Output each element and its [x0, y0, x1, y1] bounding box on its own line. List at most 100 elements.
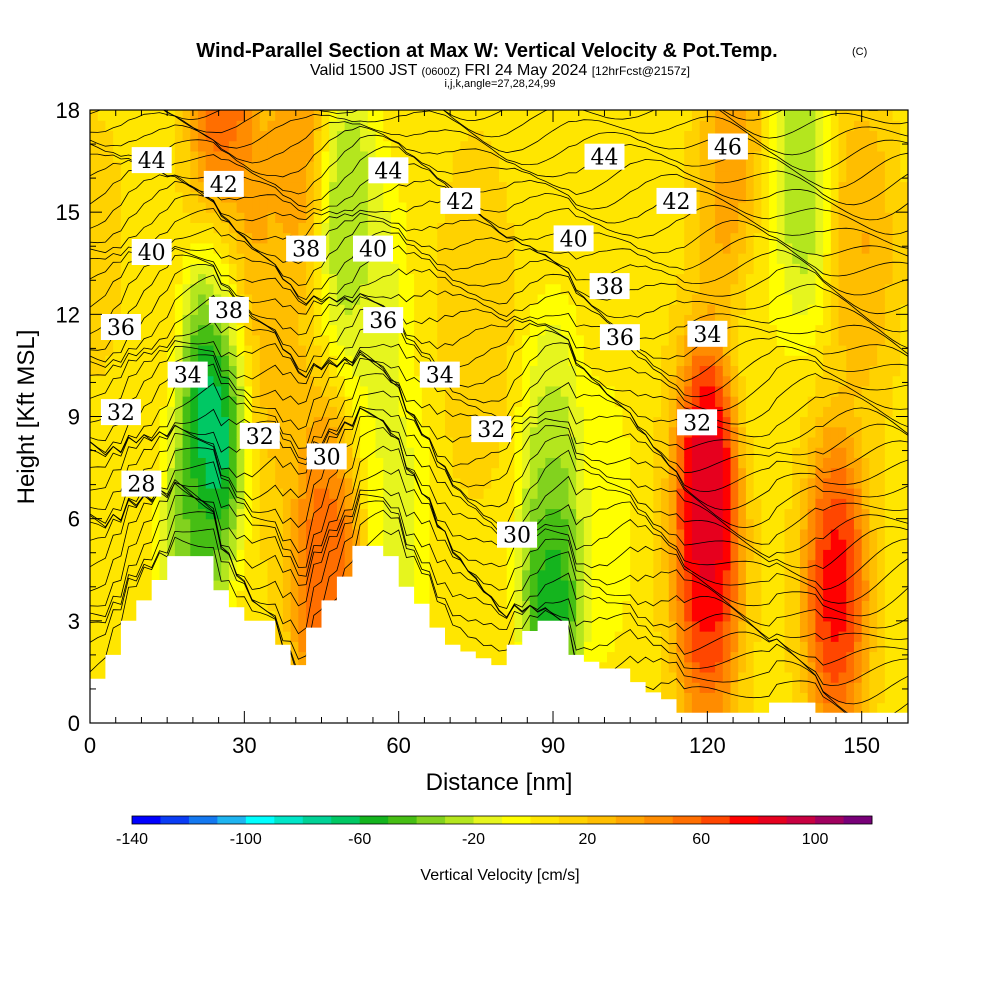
- vv-cell: [120, 375, 130, 387]
- vv-cell: [576, 344, 585, 356]
- vv-cell: [252, 140, 261, 152]
- vv-cell: [614, 222, 624, 234]
- vv-cell: [205, 334, 215, 346]
- vv-cell: [113, 191, 122, 203]
- vv-cell: [676, 181, 685, 193]
- vv-cell: [167, 416, 176, 428]
- vv-cell: [452, 600, 462, 612]
- vv-cell: [553, 406, 562, 418]
- vv-cell: [522, 150, 531, 162]
- vv-cell: [128, 528, 137, 540]
- vv-cell: [676, 692, 685, 704]
- vv-cell: [483, 641, 492, 653]
- vv-cell: [429, 467, 438, 479]
- vv-cell: [136, 365, 145, 377]
- vv-cell: [506, 191, 516, 203]
- vv-cell: [97, 477, 107, 489]
- vv-cell: [144, 344, 153, 356]
- vv-cell: [198, 457, 207, 469]
- vv-cell: [344, 447, 353, 458]
- vv-cell: [537, 130, 546, 142]
- vv-cell: [715, 549, 724, 561]
- vv-cell: [360, 130, 369, 142]
- vv-cell: [553, 212, 562, 223]
- vv-cell: [645, 365, 654, 377]
- vv-cell: [97, 467, 107, 479]
- vv-cell: [514, 508, 523, 520]
- vv-cell: [259, 181, 269, 193]
- vv-cell: [676, 600, 685, 612]
- vv-cell: [221, 528, 230, 540]
- vv-cell: [499, 477, 508, 489]
- vv-cell: [661, 283, 670, 295]
- vv-cell: [522, 253, 531, 264]
- vv-cell: [653, 498, 662, 510]
- vv-cell: [553, 150, 562, 162]
- vv-cell: [568, 161, 577, 172]
- vv-cell: [684, 559, 693, 571]
- vv-cell: [259, 140, 269, 152]
- vv-cell: [360, 283, 369, 295]
- vv-cell: [522, 620, 531, 632]
- vv-cell: [653, 631, 662, 642]
- vv-cell: [259, 477, 269, 489]
- vv-cell: [645, 671, 654, 683]
- vv-cell: [676, 467, 685, 479]
- vv-cell: [182, 140, 191, 152]
- vv-cell: [529, 263, 539, 275]
- vv-cell: [691, 661, 701, 673]
- vv-cell: [344, 334, 353, 346]
- vv-cell: [352, 212, 361, 223]
- vv-cell: [128, 110, 137, 121]
- vv-cell: [198, 140, 207, 152]
- vv-cell: [259, 385, 269, 397]
- vv-cell: [722, 273, 732, 285]
- vv-cell: [275, 212, 284, 223]
- vv-cell: [514, 620, 523, 632]
- vv-cell: [583, 201, 593, 213]
- vv-cell: [352, 161, 361, 172]
- vv-cell: [622, 559, 631, 571]
- vv-cell: [437, 140, 446, 152]
- vv-cell: [661, 671, 670, 683]
- vv-cell: [144, 304, 153, 315]
- vv-cell: [653, 334, 662, 346]
- vv-cell: [352, 171, 361, 183]
- vv-cell: [182, 273, 191, 285]
- vv-cell: [198, 334, 207, 346]
- vv-cell: [190, 110, 199, 121]
- vv-cell: [429, 161, 438, 172]
- vv-cell: [537, 569, 546, 581]
- vv-cell: [475, 447, 485, 458]
- vv-cell: [506, 569, 516, 581]
- vv-cell: [429, 385, 438, 397]
- vv-cell: [236, 406, 245, 418]
- vv-cell: [637, 641, 647, 653]
- vv-cell: [514, 488, 523, 499]
- vv-cell: [90, 130, 99, 142]
- vv-cell: [213, 416, 222, 428]
- vv-cell: [352, 436, 361, 448]
- vv-cell: [475, 539, 485, 550]
- vv-cell: [437, 212, 446, 223]
- vv-cell: [614, 344, 624, 356]
- vv-cell: [460, 528, 469, 540]
- vv-cell: [90, 528, 99, 540]
- vv-cell: [329, 253, 338, 264]
- vv-cell: [553, 477, 562, 489]
- vv-cell: [468, 242, 477, 254]
- vv-cell: [290, 150, 299, 162]
- vv-cell: [144, 447, 153, 458]
- vv-cell: [475, 140, 485, 152]
- vv-cell: [491, 181, 500, 193]
- vv-cell: [622, 406, 631, 418]
- vv-cell: [460, 426, 469, 438]
- vv-cell: [336, 569, 346, 581]
- vv-cell: [421, 467, 431, 479]
- vv-cell: [583, 283, 593, 295]
- vv-cell: [90, 375, 99, 387]
- vv-cell: [174, 283, 184, 295]
- vv-cell: [460, 457, 469, 469]
- vv-cell: [514, 314, 523, 326]
- vv-cell: [553, 528, 562, 540]
